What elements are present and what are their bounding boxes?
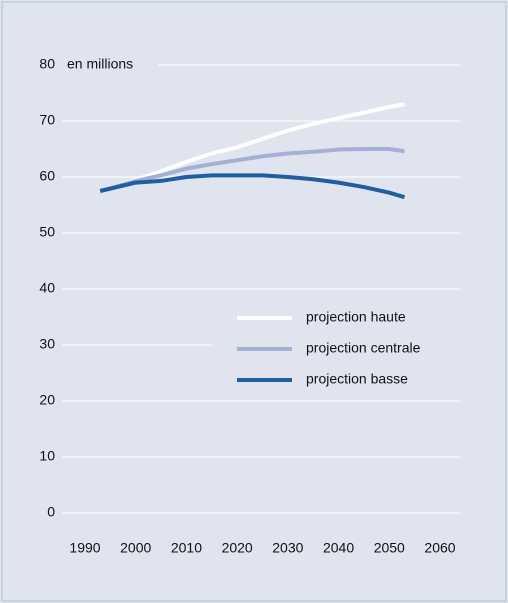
legend-bg (212, 300, 472, 392)
y-axis-label: en millions (67, 56, 133, 72)
x-tick-label: 2050 (374, 540, 405, 556)
x-tick-label: 2000 (120, 540, 151, 556)
x-tick-label: 2030 (272, 540, 303, 556)
line-series (99, 173, 406, 200)
y-tick-label: 20 (39, 392, 55, 408)
y-tick-label: 60 (39, 168, 55, 184)
line-series (99, 147, 405, 193)
line-series (99, 102, 405, 193)
legend-label: projection basse (306, 371, 408, 387)
y-tick-label: 30 (39, 336, 55, 352)
x-tick-label: 2020 (222, 540, 253, 556)
y-tick-label: 70 (39, 112, 55, 128)
y-tick-label: 80 (39, 56, 55, 72)
y-tick-label: 50 (39, 224, 55, 240)
y-tick-label: 40 (39, 280, 55, 296)
label-bg (60, 52, 158, 78)
x-tick-label: 2040 (323, 540, 354, 556)
y-tick-label: 10 (39, 448, 55, 464)
x-tick-label: 2010 (171, 540, 202, 556)
x-tick-label: 2060 (424, 540, 455, 556)
x-tick-label: 1990 (69, 540, 100, 556)
y-tick-label: 0 (47, 504, 55, 520)
legend-label: projection haute (306, 309, 406, 325)
legend-label: projection centrale (306, 340, 421, 356)
